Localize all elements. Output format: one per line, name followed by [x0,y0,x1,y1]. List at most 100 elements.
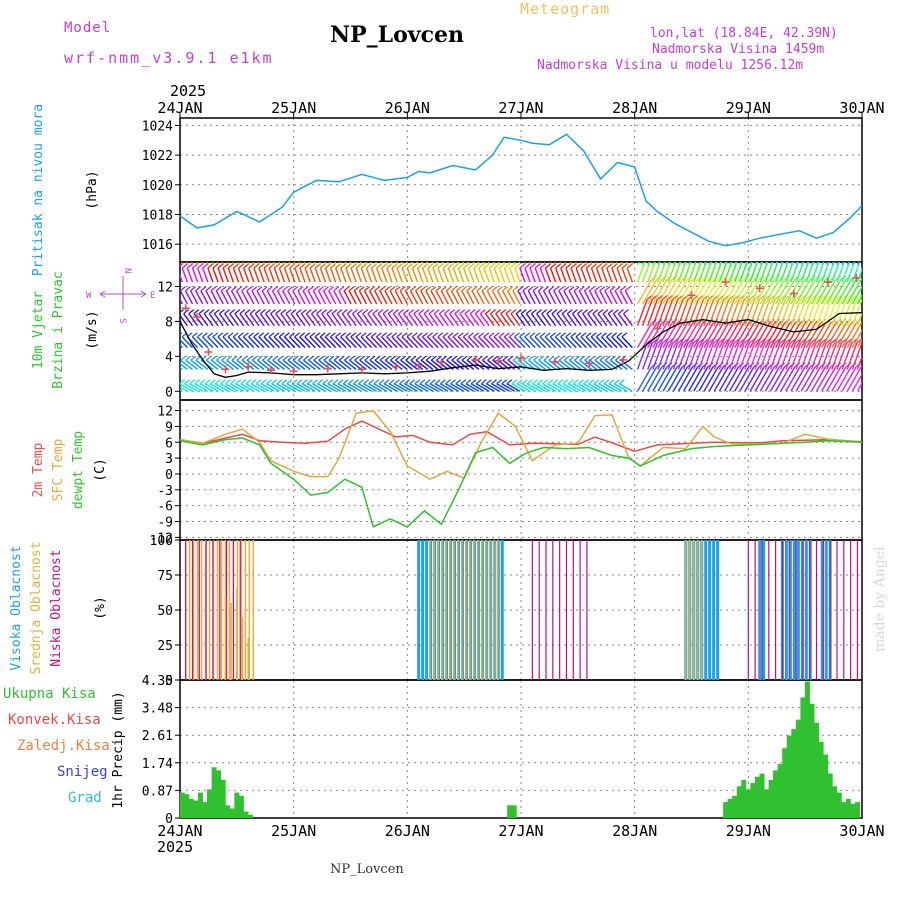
wind-barb-flag [347,379,354,385]
wind-barb [210,290,219,305]
wind-barb [235,383,250,392]
wind-barb-flag [565,332,572,338]
wind-barb-flag [708,294,714,300]
wind-barb [406,262,409,265]
wind-barb [324,267,332,283]
wind-barb-flag [506,379,513,385]
wind-barb-flag [536,309,542,315]
wind-gust-marker [471,355,480,364]
wind-barb-flag [871,363,876,367]
wind-barb-flag [624,246,629,250]
wind-barb [363,290,373,305]
wind-gust-marker [619,355,628,364]
wind-barb [810,299,822,326]
y-tick-label: 1016 [142,238,173,253]
wind-barb-flag [221,355,227,361]
wind-barb-flag [692,236,697,240]
wind-barb-flag [473,263,480,269]
wind-barb-flag [764,338,771,344]
wind-barb-flag [374,286,381,292]
wind-barb [642,279,658,305]
wind-barb-flag [490,309,496,315]
wind-barb-flag [483,263,490,269]
wind-barb [208,313,219,327]
precip-bar [511,805,517,818]
wind-barb [479,313,490,327]
wind-barb [237,267,245,283]
wind-barb [373,383,388,392]
wind-barb [365,336,378,349]
wind-barb-flag [785,252,790,256]
wind-barb [718,322,734,348]
wind-barb-flag [738,338,745,344]
wind-barb-flag [575,332,582,338]
wind-barb [304,267,311,283]
wind-barb [225,290,235,305]
wind-barb-flag [353,286,360,292]
wind-barb-flag [478,263,485,269]
wind-barb-flag [372,309,379,315]
wind-barb-flag [846,294,852,300]
wind-barb [362,313,373,327]
wind-barb-flag [235,379,242,385]
wind-barb [332,383,347,392]
wind-barb-flag [382,309,389,315]
wind-barb [585,267,593,283]
wind-barb [607,313,618,327]
wind-barb [507,359,521,370]
wind-barb-flag [678,252,683,256]
wind-barb-flag [180,379,185,385]
wind-barb-flag [573,246,578,250]
wind-barb [296,383,311,392]
wind-barb [562,383,577,392]
wind-barb [496,290,506,305]
wind-barb-flag [563,355,570,361]
wind-barb [561,313,572,327]
wind-barb [800,342,812,370]
wind-barb [647,279,663,305]
wind-barb [570,267,577,283]
wind-barb [331,313,342,327]
wind-barb [600,262,603,265]
temp-2m-axis-label: 2m Temp [31,442,46,497]
wind-barb-flag [330,332,336,338]
wind-barb [239,313,250,327]
wind-barb-flag [692,338,699,344]
x-tick-label-bottom: 30JAN [839,822,884,840]
wind-barb [312,383,326,392]
temperature-series-1 [179,409,863,481]
wind-gust-marker [221,365,230,374]
wind-barb-flag [475,379,482,385]
wind-barb-flag [460,379,467,385]
precip-bar [773,770,779,818]
wind-barb [242,336,255,349]
wind-barb [805,279,821,305]
wind-barb [836,322,852,348]
wind-barb [397,313,408,327]
wind-barb [461,290,470,305]
y-tick-label: 3.48 [142,702,173,717]
wind-barb [744,299,756,326]
wind-barb-flag [194,246,199,250]
wind-barb [216,262,219,265]
model-name: wrf-nmm_v3.9.1 e1km [64,49,274,67]
wind-barb [450,383,464,392]
wind-barb [415,359,429,370]
wind-barb-flag [532,379,538,385]
wind-barb-flag [291,379,298,385]
wind-barb-flag [217,332,224,338]
wind-barb [288,262,291,265]
wind-barb [433,313,444,327]
wind-barb-flag [307,246,312,250]
y-tick-label: 75 [157,569,173,584]
wind-barb [303,262,306,265]
wind-barb [344,262,347,265]
wind-barb [459,313,470,327]
wind-barb-flag [815,338,822,344]
wind-barb-flag [602,309,609,315]
wind-barb [682,262,692,283]
wind-barb [186,262,189,265]
wind-barb [624,290,634,305]
wind-barb [245,383,260,392]
wind-barb-flag [516,379,523,385]
